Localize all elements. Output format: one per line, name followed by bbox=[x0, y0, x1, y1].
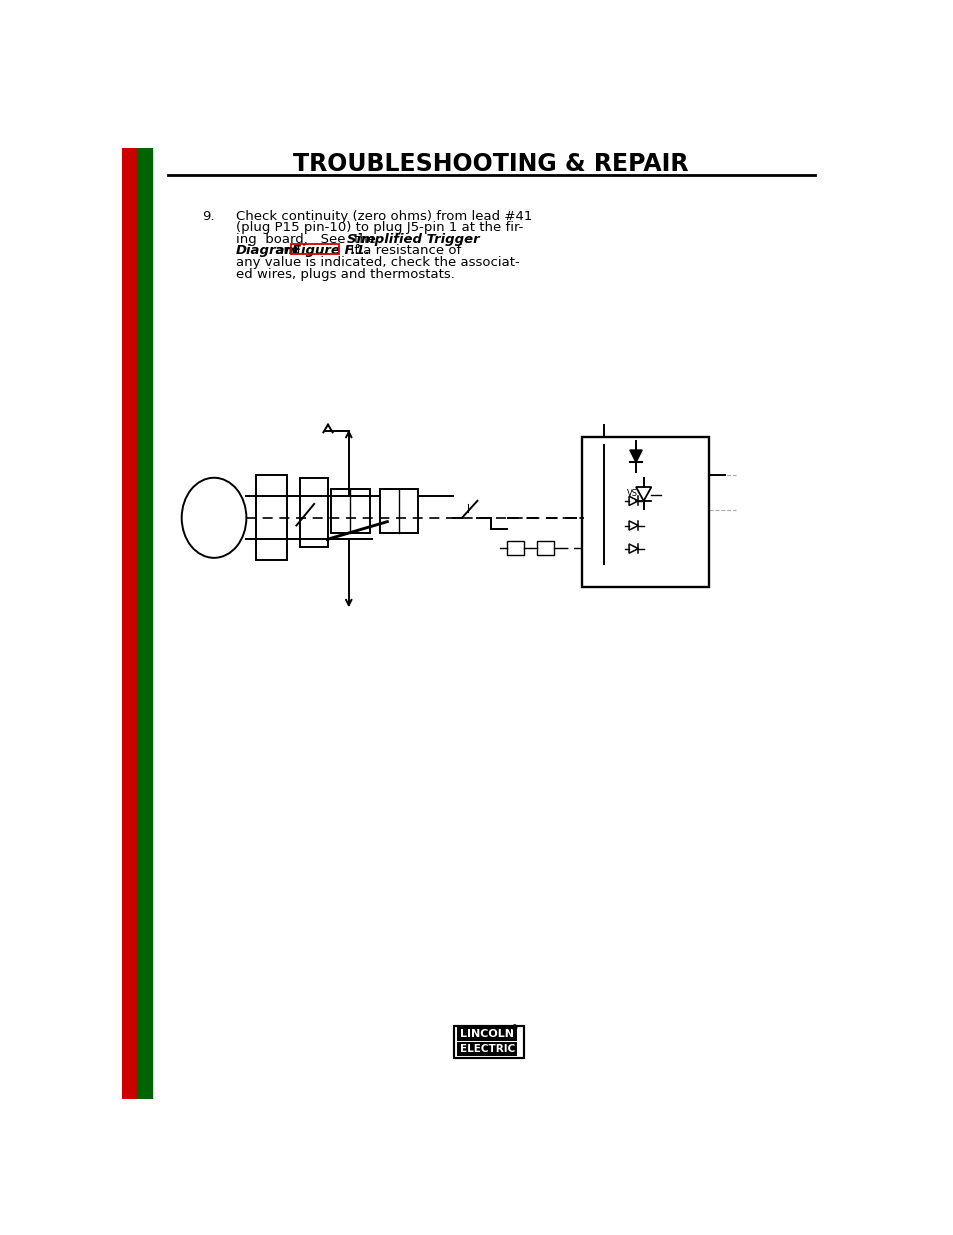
Text: TROUBLESHOOTING & REPAIR: TROUBLESHOOTING & REPAIR bbox=[294, 152, 688, 175]
Bar bbox=[137, 148, 152, 1099]
Bar bbox=[456, 1026, 517, 1041]
Polygon shape bbox=[629, 450, 641, 462]
Bar bbox=[256, 475, 287, 561]
Text: Return to Section TOC: Return to Section TOC bbox=[124, 695, 134, 818]
Text: Return to Section TOC: Return to Section TOC bbox=[124, 457, 134, 579]
Text: ®: ® bbox=[511, 1024, 518, 1032]
Text: (plug P15 pin-10) to plug J5-pin 1 at the fir-: (plug P15 pin-10) to plug J5-pin 1 at th… bbox=[235, 221, 522, 235]
Text: Return to Master TOC: Return to Master TOC bbox=[139, 936, 150, 1055]
Bar bbox=[581, 437, 708, 587]
Text: Return to Section TOC: Return to Section TOC bbox=[124, 217, 134, 341]
Text: LINCOLN: LINCOLN bbox=[460, 1029, 514, 1039]
Bar bbox=[300, 478, 328, 547]
Text: any value is indicated, check the associat-: any value is indicated, check the associ… bbox=[235, 256, 518, 269]
Text: ed wires, plugs and thermostats.: ed wires, plugs and thermostats. bbox=[235, 268, 454, 280]
Text: Return to Master TOC: Return to Master TOC bbox=[139, 458, 150, 578]
Bar bbox=[379, 489, 417, 534]
Bar bbox=[537, 541, 554, 555]
Text: ELECTRIC: ELECTRIC bbox=[459, 1044, 515, 1055]
Bar bbox=[121, 148, 137, 1099]
Text: Return to Master TOC: Return to Master TOC bbox=[139, 697, 150, 816]
Text: Figure F.1.: Figure F.1. bbox=[292, 245, 370, 257]
Bar bbox=[506, 541, 523, 555]
Text: Diagram: Diagram bbox=[235, 245, 298, 257]
Bar bbox=[454, 1026, 523, 1058]
Text: Simplified Trigger: Simplified Trigger bbox=[347, 233, 479, 246]
Bar bbox=[456, 1042, 517, 1056]
Bar bbox=[331, 489, 369, 534]
Text: If a resistance of: If a resistance of bbox=[341, 245, 460, 257]
Text: 9.: 9. bbox=[202, 210, 214, 222]
Text: Check continuity (zero ohms) from lead #41: Check continuity (zero ohms) from lead #… bbox=[235, 210, 532, 222]
Text: and: and bbox=[271, 245, 304, 257]
Text: Return to Section TOC: Return to Section TOC bbox=[124, 934, 134, 1056]
Bar bbox=[454, 1026, 523, 1058]
Bar bbox=[291, 245, 338, 254]
Text: VS: VS bbox=[626, 489, 638, 498]
Text: Return to Master TOC: Return to Master TOC bbox=[139, 220, 150, 338]
Text: ing  board.   See  the: ing board. See the bbox=[235, 233, 384, 246]
